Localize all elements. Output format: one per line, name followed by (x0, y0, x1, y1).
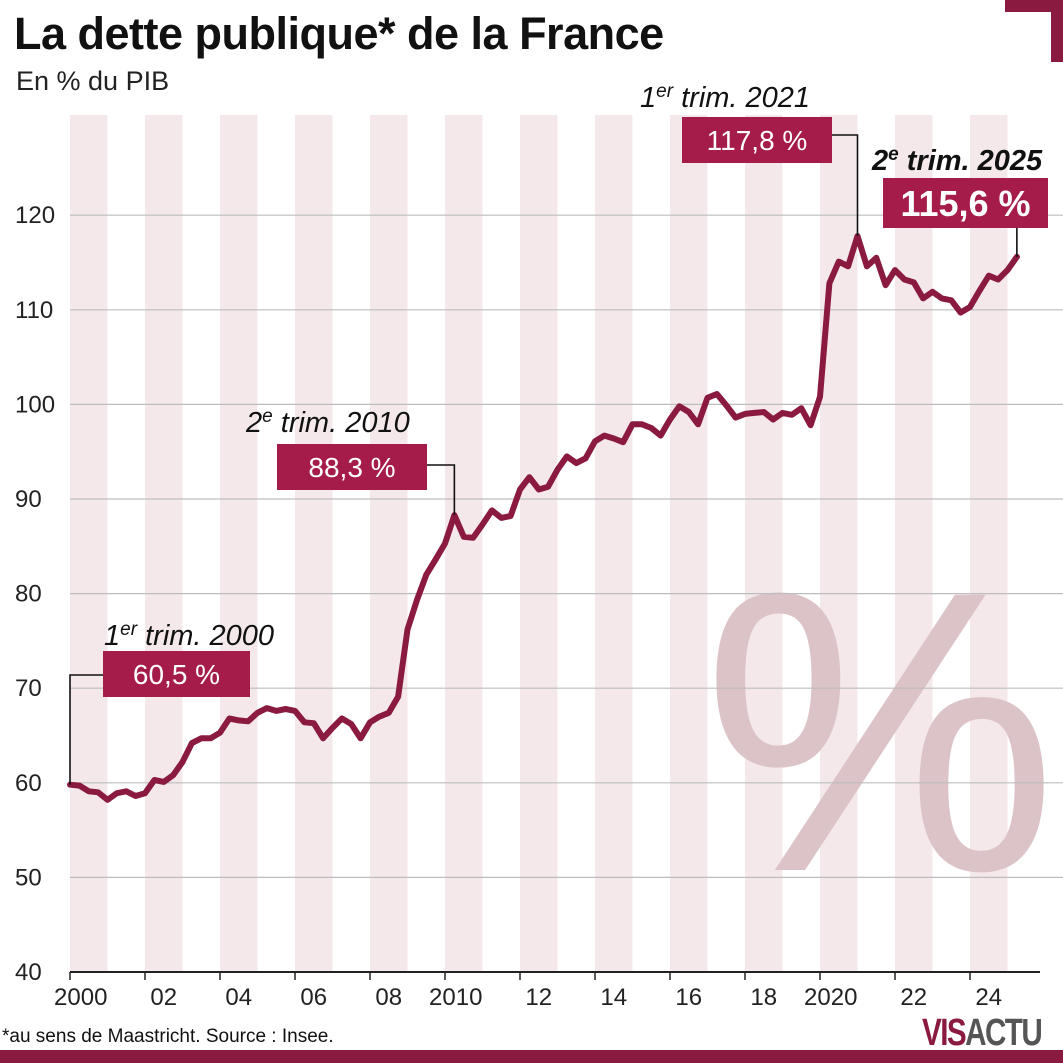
year-stripe (895, 115, 933, 972)
bottom-bar (0, 1050, 1063, 1063)
footnote: *au sens de Maastricht. Source : Insee. (2, 1026, 334, 1047)
y-tick-label: 90 (15, 486, 42, 513)
annotation-value: 117,8 % (707, 125, 808, 156)
visactu-logo: VISACTU (922, 1012, 1043, 1054)
percent-watermark: % (702, 508, 1058, 955)
annotation-period: 2e trim. 2025 (871, 144, 1043, 177)
y-tick-label: 40 (15, 959, 42, 986)
x-tick-label: 06 (300, 984, 327, 1011)
annotation-period: 1er trim. 2021 (640, 81, 810, 114)
annotation-value-box (883, 178, 1048, 228)
y-tick-label: 70 (15, 675, 42, 702)
x-tick-label: 02 (150, 984, 177, 1011)
year-stripe (445, 115, 483, 972)
annotation-period: 2e trim. 2010 (245, 406, 410, 439)
y-tick-label: 80 (15, 581, 42, 608)
x-tick-label: 22 (900, 984, 927, 1011)
x-tick-label: 24 (975, 984, 1002, 1011)
year-stripe (220, 115, 258, 972)
annotation-period: 1er trim. 2000 (104, 619, 274, 652)
year-stripe (70, 115, 108, 972)
x-tick-label: 12 (525, 984, 552, 1011)
year-stripe (520, 115, 558, 972)
annotation-value: 88,3 % (308, 452, 395, 483)
y-tick-label: 110 (15, 297, 53, 324)
x-tick-label: 2020 (804, 984, 857, 1011)
annotation-leader (427, 464, 456, 516)
year-stripe (745, 115, 783, 972)
x-tick-label: 16 (675, 984, 702, 1011)
y-tick-label: 60 (15, 770, 42, 797)
x-tick-label: 14 (600, 984, 627, 1011)
annotation-value-box (682, 117, 832, 163)
corner-decoration (1005, 0, 1063, 62)
annotation-leader (832, 134, 859, 237)
x-tick-label: 08 (375, 984, 402, 1011)
annotation-value: 60,5 % (133, 659, 220, 690)
annotation-value-box (103, 651, 250, 697)
year-stripe (595, 115, 633, 972)
chart-title: La dette publique* de la France (14, 8, 664, 59)
y-tick-label: 50 (15, 864, 42, 891)
x-tick-label: 18 (750, 984, 777, 1011)
y-tick-label: 120 (15, 202, 55, 229)
annotation-value-box (277, 444, 427, 490)
year-stripe (670, 115, 708, 972)
x-tick-label: 04 (225, 984, 252, 1011)
debt-series-line (67, 233, 1020, 803)
year-stripe (145, 115, 183, 972)
annotation-leader (69, 674, 103, 785)
year-stripe (370, 115, 408, 972)
annotation-value: 115,6 % (900, 183, 1030, 224)
chart-subtitle: En % du PIB (16, 66, 170, 96)
x-tick-label: 2000 (54, 984, 107, 1011)
x-tick-label: 2010 (429, 984, 482, 1011)
year-stripe (295, 115, 333, 972)
year-stripe (970, 115, 1008, 972)
y-tick-label: 100 (15, 391, 55, 418)
